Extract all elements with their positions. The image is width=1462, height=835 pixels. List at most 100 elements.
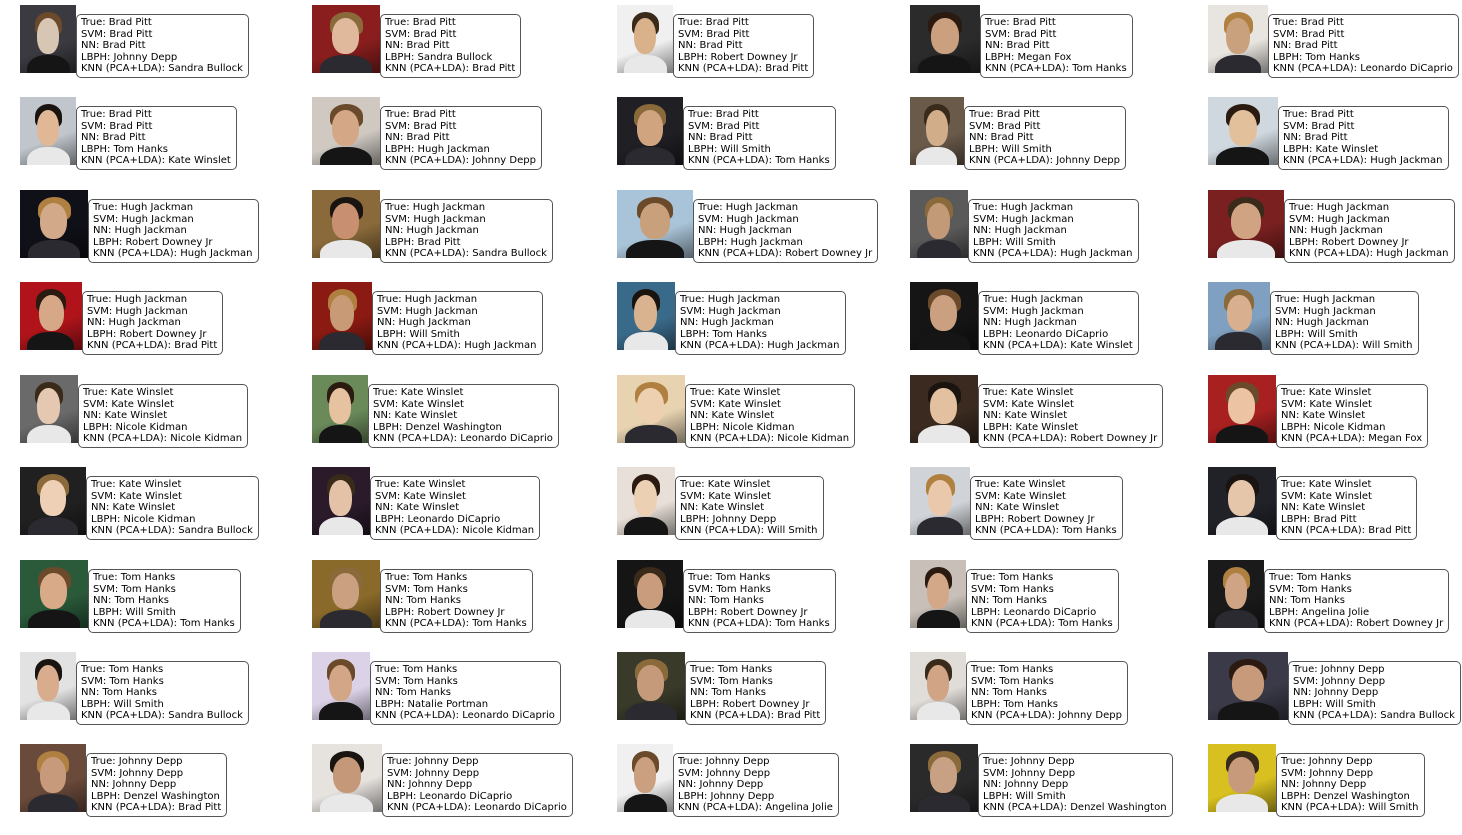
nn-prediction: NN: Brad Pitt — [688, 132, 753, 143]
svm-prediction: SVM: Kate Winslet — [83, 398, 174, 410]
face-photo — [20, 97, 76, 165]
svm-prediction: SVM: Hugh Jackman — [680, 305, 781, 317]
svm-prediction: SVM: Brad Pitt — [385, 120, 457, 132]
lbph-prediction: LBPH: Leonardo DiCaprio — [983, 328, 1109, 340]
face-photo — [910, 467, 970, 535]
lbph-prediction: LBPH: Will Smith — [1275, 328, 1358, 340]
prediction-label: True: Tom Hanks SVM: Tom Hanks NN: Tom Han… — [1264, 569, 1450, 633]
svm-prediction: SVM: Brad Pitt — [81, 28, 153, 40]
face-photo — [20, 190, 88, 258]
knn-prediction: KNN (PCA+LDA): Sandra Bullock — [81, 63, 243, 74]
nn-prediction: NN: Johnny Depp — [983, 779, 1069, 790]
face-photo — [20, 652, 76, 720]
true-label: True: Kate Winslet — [91, 479, 182, 490]
lbph-prediction: LBPH: Robert Downey Jr — [385, 606, 505, 618]
face-photo — [910, 375, 978, 443]
svm-prediction: SVM: Tom Hanks — [81, 675, 164, 687]
lbph-prediction: LBPH: Nicole Kidman — [83, 421, 188, 433]
lbph-prediction: LBPH: Will Smith — [969, 143, 1052, 155]
lbph-prediction: LBPH: Nicole Kidman — [690, 421, 795, 433]
face-photo — [312, 467, 370, 535]
true-label: True: Hugh Jackman — [680, 294, 781, 305]
true-label: True: Kate Winslet — [983, 387, 1074, 398]
svm-prediction: SVM: Brad Pitt — [969, 120, 1041, 132]
face-photo — [312, 652, 370, 720]
nn-prediction: NN: Tom Hanks — [971, 595, 1047, 606]
svm-prediction: SVM: Brad Pitt — [985, 28, 1057, 40]
prediction-label: True: Kate Winslet SVM: Kate Winslet NN: K… — [1276, 476, 1418, 540]
lbph-prediction: LBPH: Johnny Depp — [81, 51, 178, 63]
lbph-prediction: LBPH: Robert Downey Jr — [688, 606, 808, 618]
knn-prediction: KNN (PCA+LDA): Robert Downey Jr — [1269, 618, 1444, 629]
prediction-label: True: Johnny Depp SVM: Johnny Depp NN: Joh… — [382, 753, 573, 817]
knn-prediction: KNN (PCA+LDA): Sandra Bullock — [91, 525, 253, 536]
nn-prediction: NN: Brad Pitt — [81, 132, 146, 143]
true-label: True: Brad Pitt — [81, 109, 152, 120]
face-photo — [20, 560, 88, 628]
nn-prediction: NN: Hugh Jackman — [698, 225, 792, 236]
nn-prediction: NN: Tom Hanks — [688, 595, 764, 606]
knn-prediction: KNN (PCA+LDA): Sandra Bullock — [1293, 710, 1455, 721]
knn-prediction: KNN (PCA+LDA): Brad Pitt — [1281, 525, 1412, 536]
lbph-prediction: LBPH: Angelina Jolie — [1269, 606, 1370, 618]
nn-prediction: NN: Kate Winslet — [83, 410, 168, 421]
lbph-prediction: LBPH: Hugh Jackman — [385, 143, 490, 155]
nn-prediction: NN: Brad Pitt — [985, 40, 1050, 51]
nn-prediction: NN: Johnny Depp — [1293, 687, 1379, 698]
knn-prediction: KNN (PCA+LDA): Tom Hanks — [985, 63, 1127, 74]
face-photo — [910, 5, 980, 73]
face-photo — [617, 97, 683, 165]
knn-prediction: KNN (PCA+LDA): Robert Downey Jr — [698, 248, 873, 259]
prediction-label: True: Brad Pitt SVM: Brad Pitt NN: Brad Pi… — [380, 14, 522, 78]
nn-prediction: NN: Tom Hanks — [1269, 595, 1345, 606]
true-label: True: Kate Winslet — [1281, 387, 1372, 398]
nn-prediction: NN: Kate Winslet — [983, 410, 1068, 421]
true-label: True: Kate Winslet — [975, 479, 1066, 490]
face-photo — [1208, 5, 1268, 73]
face-photo — [1208, 97, 1278, 165]
prediction-label: True: Tom Hanks SVM: Tom Hanks NN: Tom Han… — [966, 661, 1128, 725]
lbph-prediction: LBPH: Will Smith — [377, 328, 460, 340]
nn-prediction: NN: Tom Hanks — [93, 595, 169, 606]
face-photo — [617, 652, 685, 720]
svm-prediction: SVM: Tom Hanks — [375, 675, 458, 687]
face-photo — [910, 560, 966, 628]
lbph-prediction: LBPH: Tom Hanks — [1273, 51, 1360, 63]
face-photo — [20, 5, 76, 73]
knn-prediction: KNN (PCA+LDA): Johnny Depp — [971, 710, 1122, 721]
face-photo — [910, 282, 978, 350]
true-label: True: Johnny Depp — [387, 756, 479, 767]
true-label: True: Kate Winslet — [690, 387, 781, 398]
nn-prediction: NN: Hugh Jackman — [983, 317, 1077, 328]
face-photo — [1208, 467, 1276, 535]
lbph-prediction: LBPH: Denzel Washington — [91, 790, 220, 802]
lbph-prediction: LBPH: Denzel Washington — [1281, 790, 1410, 802]
true-label: True: Kate Winslet — [373, 387, 464, 398]
knn-prediction: KNN (PCA+LDA): Robert Downey Jr — [983, 433, 1158, 444]
knn-prediction: KNN (PCA+LDA): Brad Pitt — [87, 340, 218, 351]
svm-prediction: SVM: Tom Hanks — [690, 675, 773, 687]
true-label: True: Hugh Jackman — [1289, 202, 1390, 213]
svm-prediction: SVM: Hugh Jackman — [973, 213, 1074, 225]
face-photo — [910, 97, 964, 165]
prediction-label: True: Johnny Depp SVM: Johnny Depp NN: Joh… — [673, 753, 839, 817]
true-label: True: Hugh Jackman — [385, 202, 486, 213]
knn-prediction: KNN (PCA+LDA): Johnny Depp — [385, 155, 536, 166]
prediction-label: True: Brad Pitt SVM: Brad Pitt NN: Brad Pi… — [76, 14, 249, 78]
lbph-prediction: LBPH: Robert Downey Jr — [1289, 236, 1409, 248]
svm-prediction: SVM: Hugh Jackman — [983, 305, 1084, 317]
svm-prediction: SVM: Johnny Depp — [678, 767, 771, 779]
face-photo — [312, 5, 380, 73]
true-label: True: Hugh Jackman — [93, 202, 194, 213]
prediction-label: True: Hugh Jackman SVM: Hugh Jackman NN: H… — [82, 291, 224, 355]
face-photo — [1208, 190, 1284, 258]
nn-prediction: NN: Kate Winslet — [1281, 410, 1366, 421]
prediction-label: True: Tom Hanks SVM: Tom Hanks NN: Tom Han… — [370, 661, 561, 725]
knn-prediction: KNN (PCA+LDA): Will Smith — [1275, 340, 1413, 351]
knn-prediction: KNN (PCA+LDA): Hugh Jackman — [377, 340, 537, 351]
true-label: True: Hugh Jackman — [1275, 294, 1376, 305]
face-photo — [20, 282, 82, 350]
nn-prediction: NN: Brad Pitt — [678, 40, 743, 51]
face-photo — [1208, 652, 1288, 720]
knn-prediction: KNN (PCA+LDA): Sandra Bullock — [81, 710, 243, 721]
